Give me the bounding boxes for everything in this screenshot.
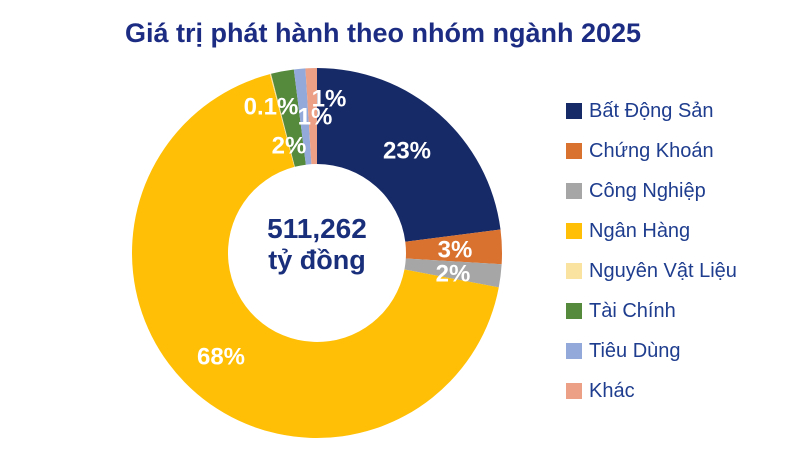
donut-chart: 23% 3% 2% 68% 0.1% 2% 1% 1%	[117, 53, 517, 453]
legend-label-tieu-dung: Tiêu Dùng	[589, 339, 681, 362]
legend-item-tai-chinh: Tài Chính	[566, 300, 737, 322]
slice-nguyen-vat-lieu	[269, 73, 295, 167]
slice-khac	[305, 67, 317, 165]
legend-label-bat-dong-san: Bất Động Sản	[589, 99, 714, 122]
legend-label-khac: Khác	[589, 379, 635, 402]
legend-swatch-chung-khoan	[566, 143, 582, 159]
page-title: Giá trị phát hành theo nhóm ngành 2025	[125, 18, 642, 48]
legend: Bất Động Sản Chứng Khoán Công Nghiệp Ngân H…	[566, 100, 737, 420]
legend-label-nguyen-vat-lieu: Nguyên Vật Liệu	[589, 259, 737, 282]
slice-label-khac: 1%	[312, 86, 347, 113]
chart-center-total: 511,262	[267, 213, 367, 244]
slice-tieu-dung	[293, 68, 312, 165]
slice-label-bat-dong-san: 23%	[383, 138, 431, 165]
legend-swatch-tieu-dung	[566, 343, 582, 359]
legend-label-cong-nghiep: Công Nghiệp	[589, 179, 706, 202]
slice-cong-nghiep	[404, 258, 502, 288]
donut-chart-svg: 23%3%2%68%0.1%2%1%1%	[131, 67, 502, 438]
legend-item-nguyen-vat-lieu: Nguyên Vật Liệu	[566, 260, 737, 282]
legend-label-tai-chinh: Tài Chính	[589, 299, 676, 322]
legend-swatch-cong-nghiep	[566, 183, 582, 199]
slice-label-tai-chinh: 2%	[272, 133, 307, 160]
legend-item-chung-khoan: Chứng Khoán	[566, 140, 737, 162]
legend-item-ngan-hang: Ngân Hàng	[566, 220, 737, 242]
slice-label-tieu-dung: 1%	[298, 104, 333, 131]
legend-label-chung-khoan: Chứng Khoán	[589, 139, 714, 162]
legend-item-tieu-dung: Tiêu Dùng	[566, 340, 737, 362]
legend-swatch-tai-chinh	[566, 303, 582, 319]
legend-swatch-khac	[566, 383, 582, 399]
legend-item-bat-dong-san: Bất Động Sản	[566, 100, 737, 122]
legend-item-cong-nghiep: Công Nghiệp	[566, 180, 737, 202]
legend-item-khac: Khác	[566, 380, 737, 402]
chart-center-label: 511,262 tỷ đồng	[227, 212, 407, 277]
slice-chung-khoan	[405, 229, 502, 265]
legend-swatch-bat-dong-san	[566, 103, 582, 119]
slice-bat-dong-san	[317, 68, 501, 242]
slice-ngan-hang	[131, 74, 499, 438]
legend-swatch-ngan-hang	[566, 223, 582, 239]
chart-center-unit: tỷ đồng	[268, 245, 366, 276]
legend-swatch-nguyen-vat-lieu	[566, 263, 582, 279]
slice-label-cong-nghiep: 2%	[436, 261, 471, 288]
slice-tai-chinh	[271, 69, 306, 167]
slice-label-chung-khoan: 3%	[438, 237, 473, 264]
slice-label-nguyen-vat-lieu: 0.1%	[244, 94, 299, 121]
legend-label-ngan-hang: Ngân Hàng	[589, 219, 691, 242]
slice-label-ngan-hang: 68%	[197, 344, 245, 371]
